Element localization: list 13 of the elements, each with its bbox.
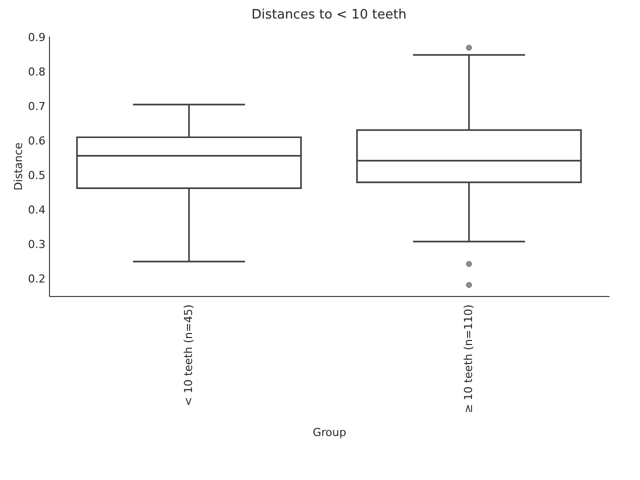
y-tick-label: 0.4	[28, 203, 46, 216]
y-tick-label: 0.7	[28, 100, 46, 114]
y-tick-label: 0.2	[28, 272, 46, 286]
y-tick-label: 0.5	[28, 168, 46, 182]
y-tick-label: 0.9	[28, 31, 46, 44]
x-axis-title: Group	[312, 426, 346, 440]
y-tick-label: 0.8	[28, 66, 46, 79]
y-tick-label: 0.6	[28, 134, 46, 148]
x-tick-label: ≥ 10 teeth (n=110)	[462, 304, 475, 414]
y-axis-title: Distance	[12, 142, 26, 191]
x-tick-label: < 10 teeth (n=45)	[182, 304, 195, 406]
chart-title: Distances to < 10 teeth	[251, 8, 407, 23]
y-tick-label: 0.3	[28, 238, 46, 251]
